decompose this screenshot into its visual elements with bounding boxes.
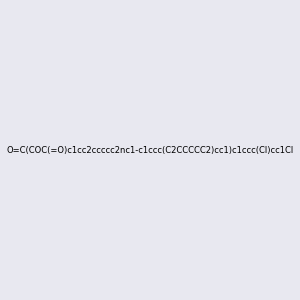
Text: O=C(COC(=O)c1cc2ccccc2nc1-c1ccc(C2CCCCC2)cc1)c1ccc(Cl)cc1Cl: O=C(COC(=O)c1cc2ccccc2nc1-c1ccc(C2CCCCC2… bbox=[6, 146, 294, 154]
